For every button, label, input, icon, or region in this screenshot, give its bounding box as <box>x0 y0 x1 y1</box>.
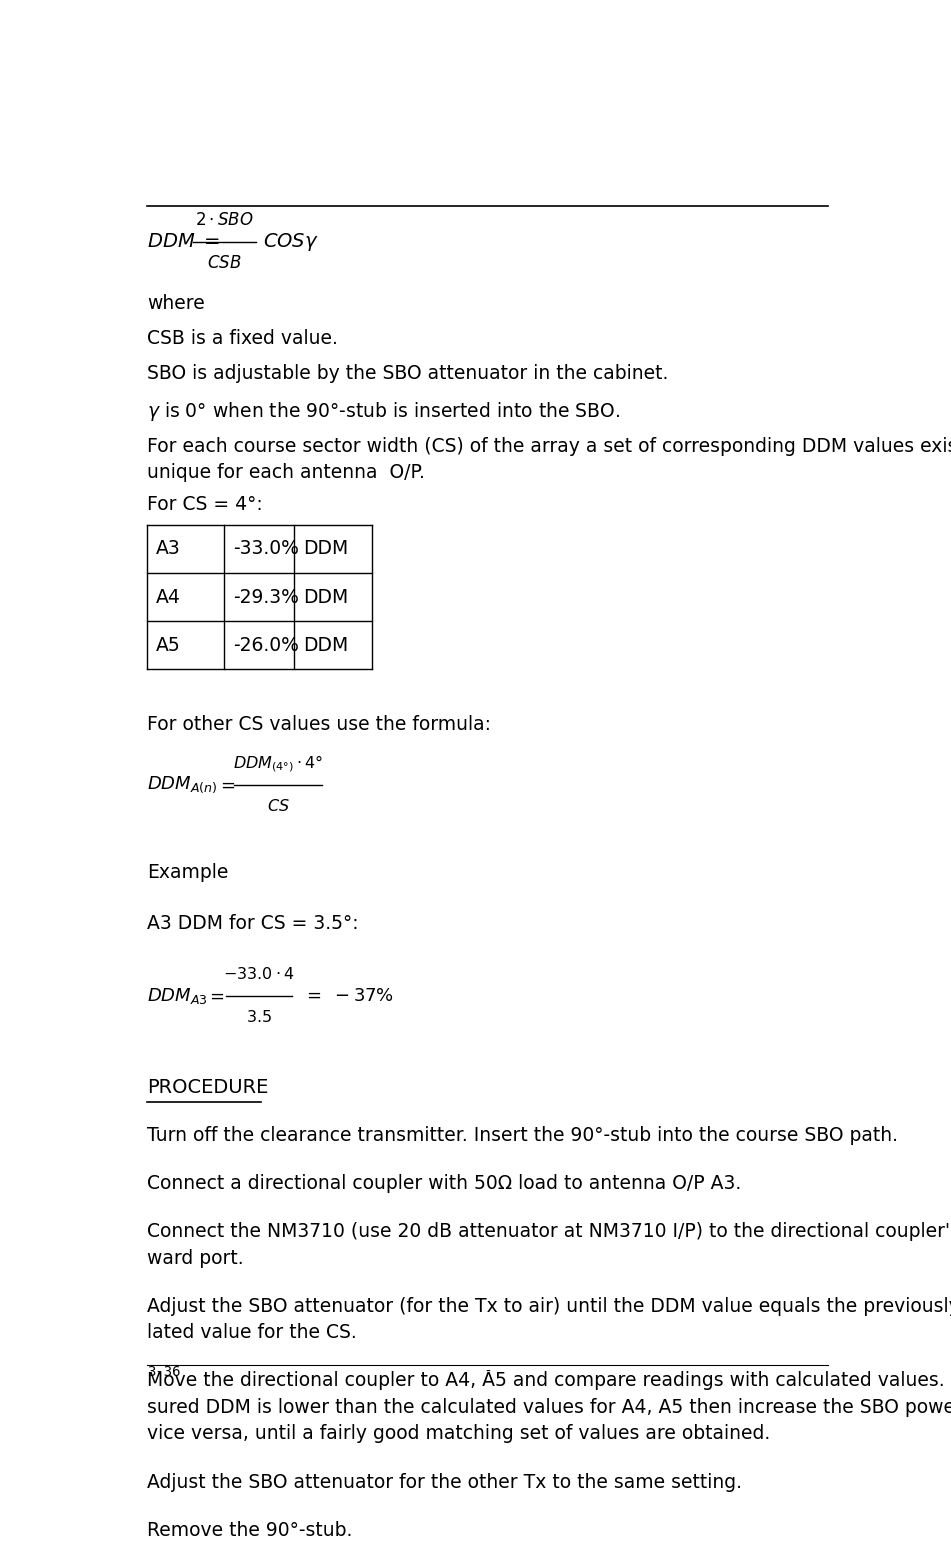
Text: $3.5$: $3.5$ <box>246 1009 272 1026</box>
Text: lated value for the CS.: lated value for the CS. <box>146 1323 357 1342</box>
Text: $2 \cdot SBO$: $2 \cdot SBO$ <box>195 211 254 228</box>
Text: 3-36: 3-36 <box>146 1365 181 1379</box>
Text: For other CS values use the formula:: For other CS values use the formula: <box>146 715 491 734</box>
Text: -: - <box>485 1365 490 1379</box>
Text: -26.0%: -26.0% <box>233 637 299 655</box>
Text: sured DDM is lower than the calculated values for A4, A5 then increase the SBO p: sured DDM is lower than the calculated v… <box>146 1398 951 1417</box>
Text: vice versa, until a fairly good matching set of values are obtained.: vice versa, until a fairly good matching… <box>146 1425 770 1444</box>
Text: -33.0%: -33.0% <box>233 540 299 558</box>
Text: $DDM_{(4\degree)} \cdot 4\degree$: $DDM_{(4\degree)} \cdot 4\degree$ <box>233 752 323 774</box>
Text: SBO is adjustable by the SBO attenuator in the cabinet.: SBO is adjustable by the SBO attenuator … <box>146 363 669 383</box>
Text: $=\ -37\%$: $=\ -37\%$ <box>303 987 395 1004</box>
Text: $DDM\ =\ $: $DDM\ =\ $ <box>146 233 221 250</box>
Text: unique for each antenna  O/P.: unique for each antenna O/P. <box>146 463 425 482</box>
Text: $CSB$: $CSB$ <box>207 255 242 272</box>
Text: $-33.0 \cdot 4$: $-33.0 \cdot 4$ <box>223 965 295 982</box>
Text: $DDM_{A(n)}$: $DDM_{A(n)}$ <box>146 774 218 796</box>
Text: A5: A5 <box>156 637 181 655</box>
Text: Move the directional coupler to A4, A5 and compare readings with calculated valu: Move the directional coupler to A4, A5 a… <box>146 1372 951 1390</box>
Text: -29.3%: -29.3% <box>233 588 299 607</box>
Text: Remove the 90°-stub.: Remove the 90°-stub. <box>146 1520 352 1541</box>
Text: CSB is a fixed value.: CSB is a fixed value. <box>146 328 338 347</box>
Text: A3 DDM for CS = 3.5°:: A3 DDM for CS = 3.5°: <box>146 913 359 932</box>
Text: Connect a directional coupler with 50Ω load to antenna O/P A3.: Connect a directional coupler with 50Ω l… <box>146 1175 741 1193</box>
Text: $=$: $=$ <box>205 987 224 1004</box>
Text: For each course sector width (CS) of the array a set of corresponding DDM values: For each course sector width (CS) of the… <box>146 436 951 457</box>
Text: Adjust the SBO attenuator for the other Tx to the same setting.: Adjust the SBO attenuator for the other … <box>146 1473 742 1492</box>
Text: DDM: DDM <box>303 637 348 655</box>
Text: DDM: DDM <box>303 540 348 558</box>
Text: $COS\gamma$: $COS\gamma$ <box>263 231 319 253</box>
Text: Example: Example <box>146 863 228 882</box>
Text: Adjust the SBO attenuator (for the Tx to air) until the DDM value equals the pre: Adjust the SBO attenuator (for the Tx to… <box>146 1297 951 1315</box>
Text: PROCEDURE: PROCEDURE <box>146 1078 268 1096</box>
Text: $=$: $=$ <box>217 776 236 795</box>
Text: Connect the NM3710 (use 20 dB attenuator at NM3710 I/P) to the directional coupl: Connect the NM3710 (use 20 dB attenuator… <box>146 1221 951 1242</box>
Text: $CS$: $CS$ <box>266 798 289 815</box>
Text: $\gamma$ is 0° when the 90°-stub is inserted into the SBO.: $\gamma$ is 0° when the 90°-stub is inse… <box>146 400 620 422</box>
Text: Turn off the clearance transmitter. Insert the 90°-stub into the course SBO path: Turn off the clearance transmitter. Inse… <box>146 1126 898 1145</box>
Text: For CS = 4°:: For CS = 4°: <box>146 494 262 513</box>
Text: ward port.: ward port. <box>146 1248 243 1268</box>
Text: A4: A4 <box>156 588 181 607</box>
Text: DDM: DDM <box>303 588 348 607</box>
Text: A3: A3 <box>156 540 181 558</box>
Text: $DDM_{A3}$: $DDM_{A3}$ <box>146 985 207 1006</box>
Text: where: where <box>146 294 204 313</box>
